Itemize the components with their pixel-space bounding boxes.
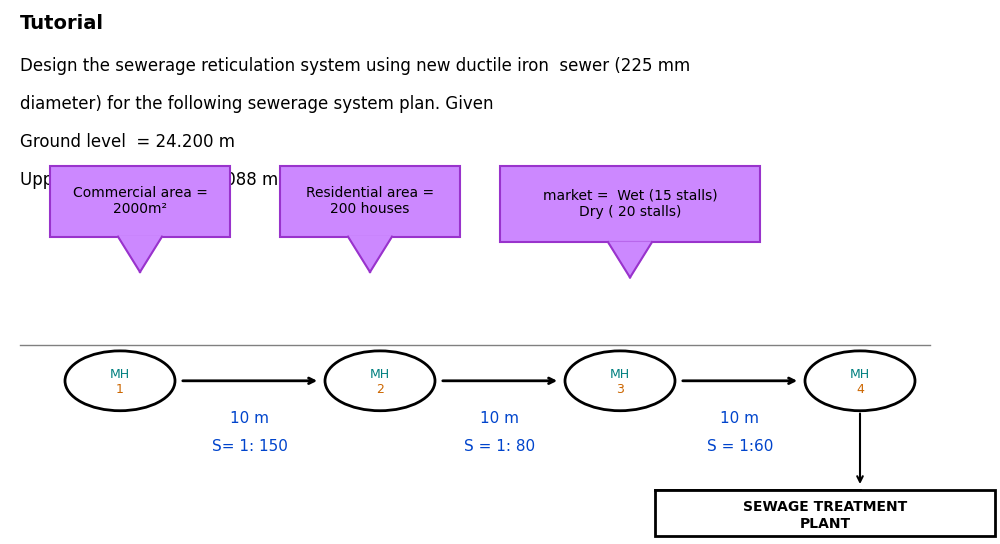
Text: S= 1: 150: S= 1: 150 bbox=[212, 438, 288, 454]
Text: 1: 1 bbox=[116, 383, 124, 396]
FancyBboxPatch shape bbox=[655, 490, 995, 536]
Text: 10 m: 10 m bbox=[480, 411, 520, 426]
Text: 2: 2 bbox=[376, 383, 384, 396]
Text: Tutorial: Tutorial bbox=[20, 14, 104, 33]
Circle shape bbox=[325, 351, 435, 411]
Text: MH: MH bbox=[610, 368, 630, 381]
Text: 3: 3 bbox=[616, 383, 624, 396]
Text: diameter) for the following sewerage system plan. Given: diameter) for the following sewerage sys… bbox=[20, 95, 494, 113]
Polygon shape bbox=[118, 237, 162, 272]
Text: S = 1:60: S = 1:60 bbox=[707, 438, 773, 454]
Text: S = 1: 80: S = 1: 80 bbox=[464, 438, 536, 454]
Circle shape bbox=[565, 351, 675, 411]
Text: PLANT: PLANT bbox=[799, 517, 851, 531]
Text: market =  Wet (15 stalls)
Dry ( 20 stalls): market = Wet (15 stalls) Dry ( 20 stalls… bbox=[543, 189, 717, 219]
Text: Commercial area =
2000m²: Commercial area = 2000m² bbox=[73, 186, 207, 217]
Text: MH: MH bbox=[370, 368, 390, 381]
Polygon shape bbox=[608, 242, 652, 277]
Text: Upper invert level  = 23.088 m: Upper invert level = 23.088 m bbox=[20, 171, 278, 189]
Text: 4: 4 bbox=[856, 383, 864, 396]
Polygon shape bbox=[348, 237, 392, 272]
Text: 10 m: 10 m bbox=[720, 411, 760, 426]
Text: MH: MH bbox=[850, 368, 870, 381]
Text: 10 m: 10 m bbox=[230, 411, 270, 426]
Circle shape bbox=[65, 351, 175, 411]
Text: MH: MH bbox=[110, 368, 130, 381]
Text: Design the sewerage reticulation system using new ductile iron  sewer (225 mm: Design the sewerage reticulation system … bbox=[20, 57, 690, 75]
Text: Ground level  = 24.200 m: Ground level = 24.200 m bbox=[20, 133, 235, 151]
Circle shape bbox=[805, 351, 915, 411]
FancyBboxPatch shape bbox=[280, 166, 460, 237]
Text: Residential area =
200 houses: Residential area = 200 houses bbox=[306, 186, 434, 217]
Text: SEWAGE TREATMENT: SEWAGE TREATMENT bbox=[743, 500, 907, 514]
FancyBboxPatch shape bbox=[500, 166, 760, 242]
FancyBboxPatch shape bbox=[50, 166, 230, 237]
